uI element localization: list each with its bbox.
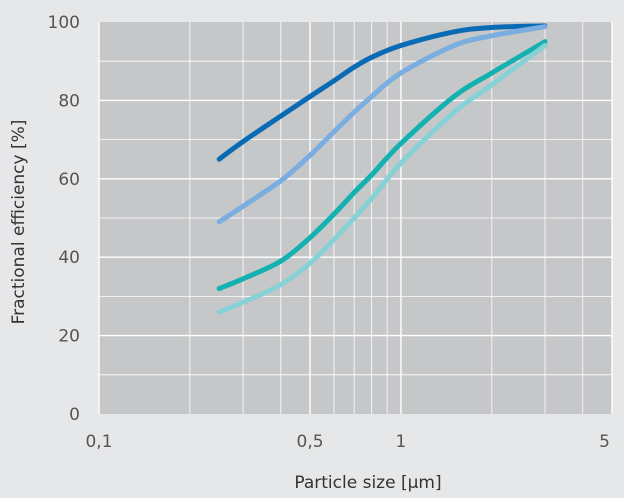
y-tick-label: 60 <box>58 170 80 190</box>
series-line-4 <box>216 43 548 315</box>
series-lines <box>216 23 548 315</box>
series-line-3 <box>216 39 548 292</box>
y-axis-title: Fractional efficiency [%] <box>9 120 29 325</box>
y-tick-label: 100 <box>48 13 80 33</box>
x-tick-label: 0,1 <box>85 432 112 452</box>
x-axis-title: Particle size [µm] <box>294 473 441 493</box>
y-tick-label: 20 <box>58 327 80 347</box>
y-tick-label: 0 <box>69 405 80 425</box>
grid-lines <box>98 22 613 414</box>
x-tick-labels: 0,1 0,5 1 5 <box>85 432 610 452</box>
y-tick-label: 40 <box>58 248 80 268</box>
y-tick-labels: 0 20 40 60 80 100 <box>48 13 80 425</box>
y-tick-label: 80 <box>58 91 80 111</box>
x-tick-label: 5 <box>599 432 610 452</box>
series-line-1 <box>216 23 548 162</box>
x-tick-label: 1 <box>396 432 407 452</box>
series-line-2 <box>216 24 548 225</box>
x-tick-label: 0,5 <box>297 432 324 452</box>
